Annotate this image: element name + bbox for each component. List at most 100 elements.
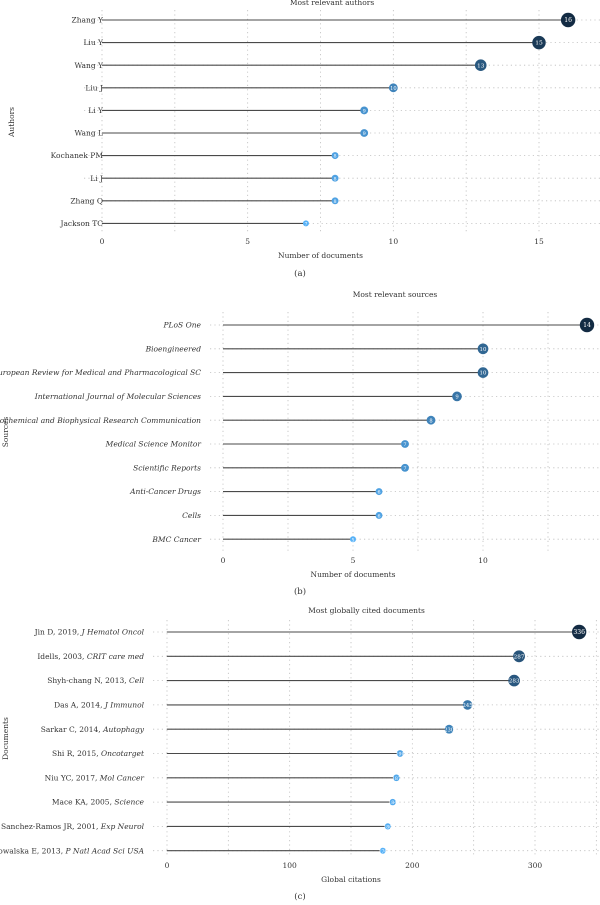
x-tick-label: 10: [389, 237, 399, 246]
lollipop-dot: [388, 83, 398, 93]
category-label-part: Jin D, 2019,: [34, 628, 82, 637]
value-label: 5: [352, 537, 355, 543]
value-label: 8: [334, 199, 337, 205]
category-label-journal: Exp Neurol: [100, 822, 145, 831]
value-label: 10: [390, 86, 397, 92]
value-label: 8: [334, 176, 337, 182]
category-label: Sanchez-Ramos JR, 2001, Exp Neurol: [1, 822, 145, 831]
category-label-part: Shyh-chang N, 2013,: [47, 676, 129, 685]
value-label: 283: [509, 679, 520, 685]
lollipop-dot: [302, 220, 309, 227]
category-label: Wang Y: [75, 61, 105, 70]
value-label: 190: [396, 752, 405, 758]
lollipop-dot: [571, 624, 587, 640]
lollipop-dot: [560, 12, 576, 28]
category-label: Anti-Cancer Drugs: [129, 487, 201, 496]
category-label-part: Shi R, 2015,: [52, 749, 101, 758]
value-label: 9: [455, 395, 459, 401]
lollipop-dot: [508, 674, 520, 687]
lollipop-dot: [401, 463, 409, 472]
x-tick-label: 5: [351, 556, 356, 565]
lollipop-dot: [360, 106, 369, 115]
category-label: Das A, 2014, J Immunol: [54, 701, 145, 710]
category-label: Idells, 2003, CRIT care med: [37, 652, 144, 661]
value-label: 10: [480, 347, 487, 353]
x-tick-label: 15: [534, 237, 544, 246]
category-label: Scientific Reports: [133, 463, 201, 472]
lollipop-dot: [444, 724, 454, 734]
panel-authors: Most relevant authors Zhang Y 16 Liu Y 15 Wan…: [7, 0, 600, 279]
lollipop-dot: [579, 317, 595, 333]
category-label: International Journal of Molecular Scien…: [34, 392, 201, 401]
x-tick-label: 0: [165, 861, 170, 870]
x-tick-label: 10: [478, 556, 488, 565]
category-label: Bioengineered: [145, 344, 202, 353]
y-axis-label: Authors: [7, 107, 16, 138]
value-label: 245: [463, 703, 473, 709]
panel-label: (b): [294, 586, 306, 597]
lollipop-dot: [331, 174, 339, 182]
category-label-part: Idells, 2003,: [37, 652, 86, 661]
category-label: Jin D, 2019, J Hematol Oncol: [34, 628, 145, 637]
value-label: 14: [583, 322, 591, 329]
category-label: Liu J: [85, 83, 103, 92]
lollipop-dot: [462, 700, 473, 710]
lollipop-dot: [375, 511, 383, 519]
value-label: 230: [444, 727, 454, 733]
lollipop-dot: [426, 415, 436, 425]
lollipop-dot: [389, 798, 396, 806]
category-label: Mace KA, 2005, Science: [52, 798, 145, 807]
lollipop-dot: [513, 650, 525, 663]
x-tick-label: 100: [283, 861, 298, 870]
category-label: Shyh-chang N, 2013, Cell: [47, 676, 144, 685]
x-tick-label: 200: [405, 861, 420, 870]
category-label: Liu Y: [83, 38, 104, 47]
category-label-journal: Autophagy: [102, 725, 145, 734]
y-axis-label: Sources: [1, 417, 10, 448]
chart-title: Most relevant sources: [353, 290, 438, 299]
category-label: Cells: [182, 511, 201, 520]
lollipop-dot: [532, 35, 546, 50]
category-label-journal: Cell: [129, 676, 145, 685]
lollipop-dot: [379, 847, 386, 854]
category-label-part: Niu YC, 2017,: [45, 773, 100, 782]
value-label: 7: [403, 442, 406, 448]
x-tick-label: 0: [221, 556, 226, 565]
category-label: Li J: [90, 174, 103, 183]
category-label: Zhang Y: [72, 16, 105, 25]
category-label: Kochanek PM: [51, 151, 104, 160]
category-label: Medical Science Monitor: [105, 440, 202, 449]
chart-title: Most relevant authors: [290, 0, 374, 7]
category-label-part: Mace KA, 2005,: [52, 798, 115, 807]
value-label: 9: [363, 131, 366, 137]
lollipop-dot: [393, 774, 400, 782]
lollipop-dot: [477, 343, 489, 355]
lollipop-dot: [384, 823, 391, 830]
x-axis-label: Number of documents: [278, 251, 363, 260]
lollipop-dot: [350, 536, 356, 543]
category-label-part: Sarkar C, 2014,: [41, 725, 103, 734]
y-axis-label: Documents: [1, 717, 10, 760]
category-label-part: Sanchez-Ramos JR, 2001,: [1, 822, 101, 831]
value-label: 15: [535, 40, 543, 47]
value-label: 187: [392, 776, 401, 782]
category-label: PLoS One: [163, 321, 202, 330]
x-tick-label: 5: [245, 237, 250, 246]
x-axis-label: Number of documents: [311, 570, 396, 579]
x-tick-label: 0: [100, 237, 105, 246]
category-label-journal: Oncotarget: [101, 749, 145, 758]
category-label: Zhang Q: [70, 196, 103, 205]
lollipop-dot: [331, 152, 339, 160]
lollipop-dot: [396, 750, 404, 757]
category-label: Kowalska E, 2013, P Natl Acad Sci USA: [0, 846, 145, 855]
category-label: Shi R, 2015, Oncotarget: [52, 749, 145, 758]
panel-cited-documents: Most globally cited documents Jin D, 2019…: [0, 606, 600, 902]
value-label: 180: [383, 825, 392, 831]
value-label: 7: [304, 222, 307, 228]
value-label: 176: [378, 849, 387, 855]
category-label: Jackson TC: [59, 219, 103, 228]
value-label: 7: [403, 466, 406, 472]
value-label: 6: [377, 490, 380, 496]
category-label-journal: P Natl Acad Sci USA: [64, 846, 144, 855]
